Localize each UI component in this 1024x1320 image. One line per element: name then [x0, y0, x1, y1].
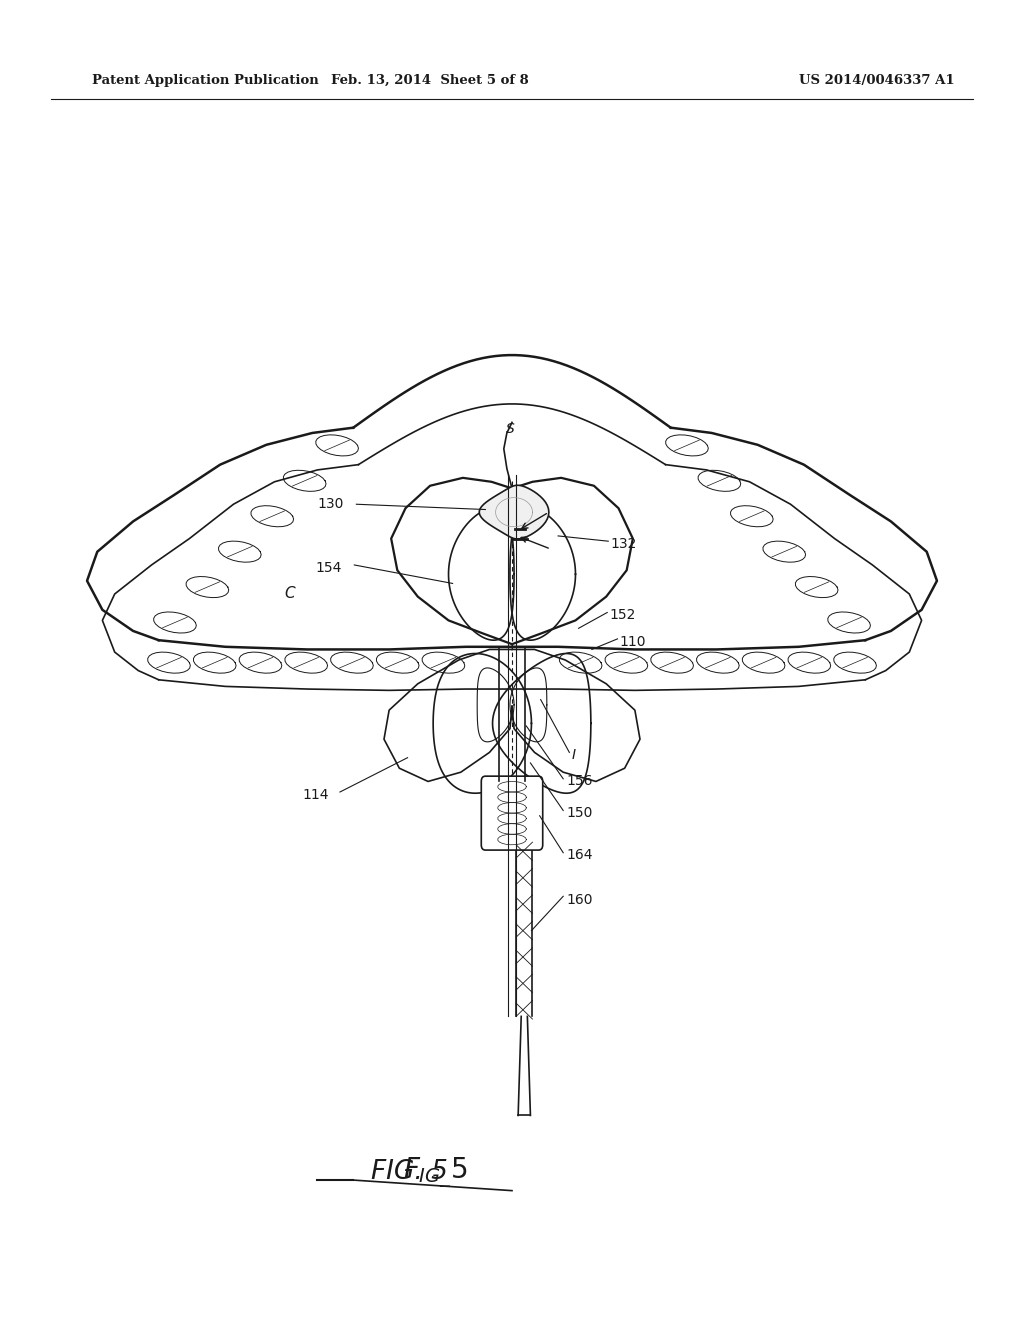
- Text: 150: 150: [566, 807, 593, 820]
- Text: 130: 130: [317, 498, 344, 511]
- Text: C: C: [285, 586, 295, 602]
- Text: 110: 110: [620, 635, 646, 648]
- Text: 164: 164: [566, 849, 593, 862]
- Text: 154: 154: [315, 561, 342, 574]
- Text: 132: 132: [610, 537, 637, 550]
- Text: Feb. 13, 2014  Sheet 5 of 8: Feb. 13, 2014 Sheet 5 of 8: [331, 74, 529, 87]
- Text: I: I: [571, 748, 575, 762]
- Text: US 2014/0046337 A1: US 2014/0046337 A1: [799, 74, 954, 87]
- Text: 114: 114: [302, 788, 329, 801]
- Text: S: S: [506, 422, 515, 436]
- Text: 156: 156: [566, 775, 593, 788]
- Text: 160: 160: [566, 894, 593, 907]
- Text: FIG. 5: FIG. 5: [371, 1159, 449, 1185]
- Text: $\it{F_{IG\_}5}$: $\it{F_{IG\_}5}$: [403, 1155, 467, 1189]
- Text: Patent Application Publication: Patent Application Publication: [92, 74, 318, 87]
- FancyBboxPatch shape: [481, 776, 543, 850]
- Polygon shape: [479, 486, 549, 539]
- Text: 152: 152: [609, 609, 636, 622]
